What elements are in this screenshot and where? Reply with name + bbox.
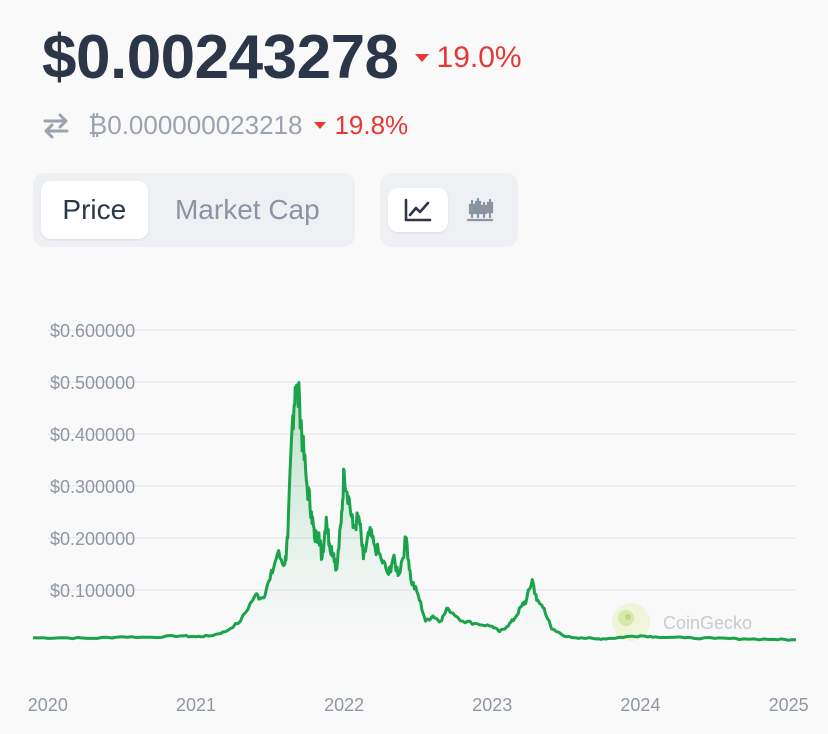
x-tick-label: 2025 (769, 695, 809, 715)
x-tick-label: 2020 (28, 695, 68, 715)
tab-price[interactable]: Price (41, 181, 148, 239)
x-tick-label: 2021 (176, 695, 216, 715)
chart-type-toggle (380, 173, 518, 247)
chart-metric-tabs: Price Market Cap (33, 173, 355, 247)
x-tick-label: 2022 (324, 695, 364, 715)
tab-market-cap[interactable]: Market Cap (174, 194, 320, 225)
price-area (33, 382, 796, 642)
down-triangle-icon (314, 122, 327, 129)
price-change-value: 19.0% (436, 40, 522, 74)
price-change-badge: 19.0% (414, 40, 522, 75)
btc-change-badge: 19.8% (314, 110, 408, 141)
price-chart[interactable]: $0.600000 $0.500000 $0.400000 $0.300000 $0.2… (0, 300, 828, 729)
btc-price-row: ₿0.000000023218 19.8% (42, 110, 408, 141)
btc-price: ₿0.000000023218 (88, 110, 303, 140)
btc-change-value: 19.8% (334, 110, 409, 140)
line-chart-button[interactable] (388, 188, 448, 232)
y-tick-label: $0.500000 (50, 373, 135, 393)
current-price: $0.00243278 (42, 23, 399, 92)
y-tick-label: $0.400000 (50, 425, 135, 445)
coingecko-watermark: CoinGecko (612, 603, 752, 641)
watermark-text: CoinGecko (663, 613, 752, 633)
down-triangle-icon (414, 53, 429, 62)
line-chart-icon (404, 198, 432, 222)
y-tick-label: $0.300000 (50, 477, 135, 497)
y-tick-label: $0.600000 (50, 321, 135, 341)
candlestick-chart-icon (466, 197, 494, 222)
price-line (32, 381, 797, 642)
candlestick-chart-button[interactable] (450, 188, 510, 232)
price-chart-svg[interactable]: $0.600000 $0.500000 $0.400000 $0.300000 $0.2… (0, 300, 828, 729)
price-header: $0.00243278 19.0% (42, 22, 522, 93)
y-tick-label: $0.100000 (50, 581, 135, 601)
x-tick-label: 2024 (620, 695, 660, 715)
x-tick-label: 2023 (472, 695, 512, 715)
y-tick-label: $0.200000 (50, 529, 135, 549)
swap-arrows-icon[interactable] (42, 112, 70, 140)
